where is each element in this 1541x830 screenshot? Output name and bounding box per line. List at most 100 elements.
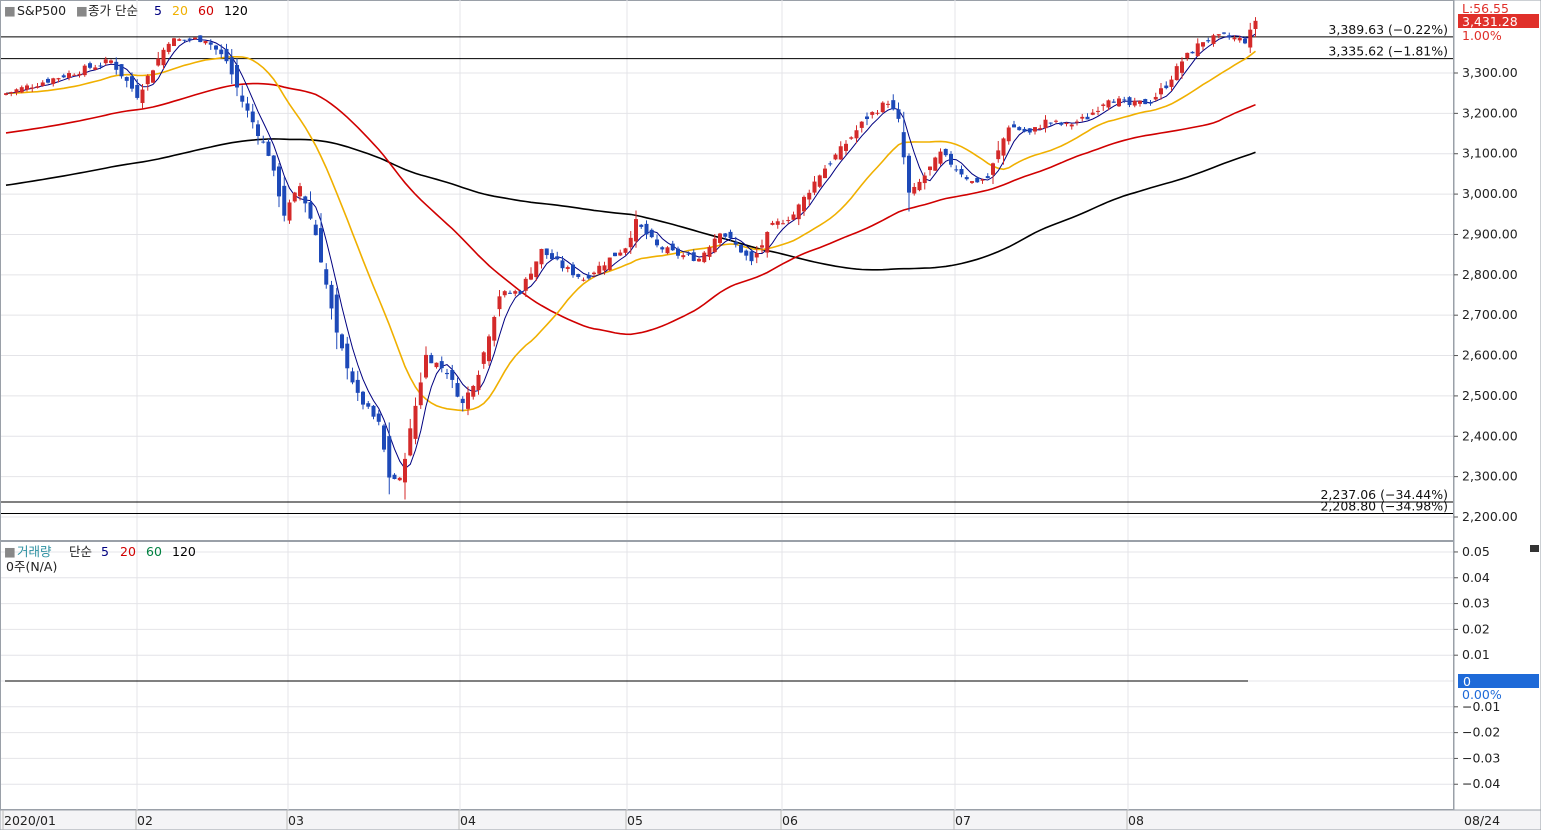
candle-body bbox=[1159, 88, 1163, 95]
candle-body bbox=[450, 369, 455, 380]
month-label: 02 bbox=[137, 813, 153, 828]
candle-body bbox=[61, 75, 66, 78]
candle-body bbox=[140, 89, 145, 104]
candle-body bbox=[681, 255, 686, 258]
candle-body bbox=[676, 248, 680, 256]
legend-series-label: 종가 단순 bbox=[88, 3, 138, 18]
candle-body bbox=[403, 458, 407, 483]
candle-body bbox=[445, 372, 449, 375]
reference-label: 2,237.06 (−34.44%) bbox=[1320, 487, 1448, 502]
candle-body bbox=[313, 224, 318, 236]
legend-marker-2: ■ bbox=[76, 3, 88, 18]
candle-body bbox=[46, 78, 50, 83]
candle-body bbox=[277, 166, 281, 197]
candlesticks[interactable] bbox=[4, 17, 1258, 500]
price-tick-label: 2,900.00 bbox=[1462, 226, 1518, 241]
candle-body bbox=[613, 252, 617, 257]
candle-body bbox=[838, 146, 843, 160]
candle-body bbox=[1106, 100, 1111, 108]
price-panel-frame bbox=[0, 0, 1454, 541]
candle-body bbox=[219, 49, 224, 55]
candle-body bbox=[1048, 122, 1053, 124]
candle-body bbox=[691, 252, 696, 261]
price-tick-label: 2,800.00 bbox=[1462, 267, 1518, 282]
candle-body bbox=[114, 61, 119, 70]
candle-body bbox=[996, 150, 1001, 160]
candle-body bbox=[949, 153, 953, 165]
candle-body bbox=[1211, 35, 1216, 44]
candle-body bbox=[1006, 127, 1011, 142]
candle-body bbox=[151, 70, 155, 83]
candle-body bbox=[1096, 110, 1100, 112]
candle-body bbox=[93, 67, 98, 70]
candle-body bbox=[172, 38, 176, 47]
candle-body bbox=[728, 231, 733, 239]
panel-close-button[interactable] bbox=[1530, 545, 1539, 552]
candle-body bbox=[51, 78, 56, 84]
candle-body bbox=[1080, 116, 1085, 119]
candle-body bbox=[1201, 42, 1205, 47]
candle-body bbox=[166, 43, 171, 52]
candle-body bbox=[476, 374, 481, 390]
month-label: 07 bbox=[955, 813, 971, 828]
candle-body bbox=[870, 112, 875, 115]
candle-body bbox=[817, 175, 822, 187]
candle-body bbox=[466, 392, 470, 409]
candle-body bbox=[287, 202, 292, 221]
candle-body bbox=[82, 65, 87, 76]
candle-body bbox=[77, 73, 82, 76]
candle-body bbox=[917, 181, 922, 191]
month-label: 06 bbox=[782, 813, 798, 828]
price-tick-label: 2,200.00 bbox=[1462, 509, 1518, 524]
candle-body bbox=[256, 124, 260, 136]
candle-body bbox=[959, 169, 964, 175]
volume-last-change: 0.00% bbox=[1462, 687, 1502, 702]
candle-body bbox=[602, 265, 607, 271]
candle-body bbox=[1059, 122, 1064, 125]
candle-body bbox=[271, 155, 276, 171]
candle-body bbox=[376, 413, 381, 422]
volume-panel-frame bbox=[0, 541, 1454, 810]
volume-value-text: 0주(N/A) bbox=[6, 559, 57, 574]
candle-body bbox=[639, 224, 644, 227]
candle-body bbox=[760, 245, 764, 248]
candle-body bbox=[828, 163, 833, 165]
candle-body bbox=[707, 247, 712, 257]
candle-body bbox=[529, 273, 533, 280]
candle-body bbox=[1185, 52, 1190, 59]
volume-legend-series-label: 단순 bbox=[69, 544, 92, 559]
candle-body bbox=[371, 405, 376, 417]
candle-body bbox=[19, 87, 24, 93]
candle-body bbox=[4, 93, 8, 95]
candle-body bbox=[67, 73, 71, 79]
candle-body bbox=[833, 154, 838, 160]
legend-ma-120: 120 bbox=[224, 3, 248, 18]
volume-tick-label: 0.04 bbox=[1462, 570, 1490, 585]
candle-body bbox=[103, 59, 108, 64]
candle-body bbox=[812, 181, 817, 193]
candle-body bbox=[901, 132, 906, 158]
candle-body bbox=[544, 248, 549, 256]
candle-body bbox=[1132, 100, 1137, 106]
date-axis-bar bbox=[0, 809, 1541, 830]
candle-body bbox=[392, 474, 397, 480]
candle-body bbox=[539, 248, 544, 265]
candle-body bbox=[670, 243, 675, 251]
legend-marker: ■ bbox=[4, 3, 16, 18]
candle-body bbox=[796, 204, 801, 220]
candle-body bbox=[224, 48, 229, 62]
candle-body bbox=[1143, 99, 1148, 105]
candle-body bbox=[434, 362, 439, 368]
legend-ma-5: 5 bbox=[154, 3, 162, 18]
candle-body bbox=[303, 196, 308, 204]
volume-tick-label: −0.01 bbox=[1462, 699, 1500, 714]
last-price-change: 1.00% bbox=[1462, 28, 1502, 43]
candle-body bbox=[634, 219, 638, 242]
date-axis: 2020/01 02 03 04 05 06 07 08 08/24 bbox=[2, 810, 1500, 830]
candle-body bbox=[214, 45, 218, 50]
candle-body bbox=[854, 130, 859, 139]
candle-body bbox=[135, 84, 140, 98]
volume-tick-label: 0.02 bbox=[1462, 621, 1490, 636]
price-tick-label: 3,300.00 bbox=[1462, 65, 1518, 80]
